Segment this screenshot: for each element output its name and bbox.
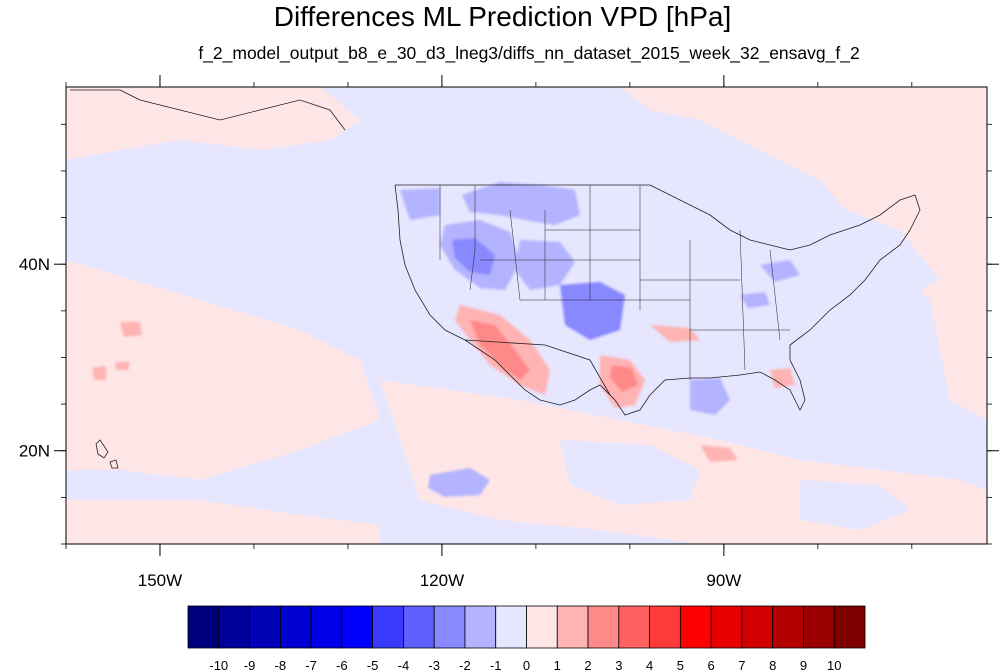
colorbar-label: -5 [367,658,379,672]
major-ticks [54,75,999,556]
colorbar-label: -9 [244,658,256,672]
colorbar-swatch [218,605,250,649]
pos-patch-caribbean [700,445,738,462]
colorbar-swatch [710,605,743,649]
colorbar-swatch [741,605,774,649]
state-borders [439,185,790,380]
colorbar-label: 3 [615,658,622,672]
pink-region-northeast [620,87,987,420]
pos-patch-pacific-2 [92,366,106,380]
background-difference-field [66,87,987,544]
colorbar-swatch [464,605,497,649]
colorbar-swatch [187,605,220,649]
coastlines-and-borders [70,89,921,469]
colorbar-swatch [249,605,281,649]
colorbar-swatch [495,605,527,649]
colorbar-swatch [649,605,681,649]
blue-patch-south-2 [800,480,910,530]
x-tick-label: 150W [138,571,182,590]
neg-patch-pacific-south [428,468,490,497]
colorbar-label: 9 [800,658,807,672]
x-tick-label: 120W [420,571,464,590]
pos-patch-pacific-1 [120,322,142,337]
pos-core-arizona [470,320,530,380]
colorbar-swatch [526,605,558,649]
colorbar-label: 7 [738,658,745,672]
tick-labels: 150W 120W 90W 40N 20N [19,255,742,590]
map-frame [65,86,988,545]
neg-patch-montana [462,182,580,225]
alaska-coastline [70,89,346,131]
pink-region-pacific [66,260,380,480]
neg-patch-gulf [690,378,730,415]
colorbar-label: 8 [769,658,776,672]
colorbar-label: 4 [646,658,653,672]
colorbar-label: 5 [677,658,684,672]
pink-region-northwest [66,87,360,160]
colorbar-swatch [679,605,712,649]
colorbar-label: -6 [336,658,348,672]
colorbar-swatch [372,605,404,649]
positive-anomaly-patches [92,305,795,462]
colorbar-swatch [587,605,620,649]
blue-patch-south-1 [560,440,700,505]
colorbar-label: -7 [305,658,317,672]
negative-anomaly-patches [400,182,800,497]
colorbar-swatch [403,605,435,649]
colorbar-label: -1 [490,658,502,672]
us-mexico-border [464,339,611,396]
y-tick-label: 40N [19,255,50,274]
colorbar: -10 -9 -8 -7 -6 -5 -4 -3 -2 -1 0 1 2 3 4 5 6 7 8 9 10 [187,605,866,672]
pos-patch-florida [770,368,795,388]
neg-patch-kentucky [740,292,770,308]
colorbar-swatch [833,605,866,649]
colorbar-swatch [803,605,835,649]
colorbar-swatch [556,605,589,649]
colorbar-label: 2 [584,658,591,672]
figure-title: Differences ML Prediction VPD [hPa] [273,1,732,32]
figure-subtitle: f_2_model_output_b8_e_30_d3_lneg3/diffs_… [198,43,860,63]
hawaii-outline [95,439,109,459]
colorbar-swatch [279,605,312,649]
colorbar-swatch [772,605,804,649]
neg-patch-new-mexico [560,282,625,340]
x-tick-label: 90W [706,571,741,590]
colorbar-label: -2 [459,658,471,672]
pos-patch-oklahoma [650,325,700,342]
colorbar-swatch [341,605,374,649]
pos-core-texas [610,365,638,392]
colorbar-label: -3 [428,658,440,672]
y-tick-label: 20N [19,442,50,461]
north-america-coastline [394,184,921,416]
colorbar-swatch [433,605,466,649]
colorbar-label: 10 [827,658,841,672]
neg-patch-ohio [760,260,800,282]
colorbar-label: 1 [554,658,561,672]
blue-region-east-us [640,160,940,300]
colorbar-label: 6 [708,658,715,672]
colorbar-label: -10 [209,658,228,672]
pink-region-southwest [66,500,380,544]
neg-patch-washington [400,188,440,220]
map-plot-area [66,87,987,544]
colorbar-label: -8 [275,658,287,672]
colorbar-label: 0 [523,658,530,672]
pos-patch-pacific-3 [115,362,130,370]
hawaii-outline-2 [109,459,119,469]
colorbar-swatch [310,605,343,649]
neg-core-idaho [452,238,495,275]
colorbar-swatch [618,605,650,649]
colorbar-label: -4 [398,658,410,672]
